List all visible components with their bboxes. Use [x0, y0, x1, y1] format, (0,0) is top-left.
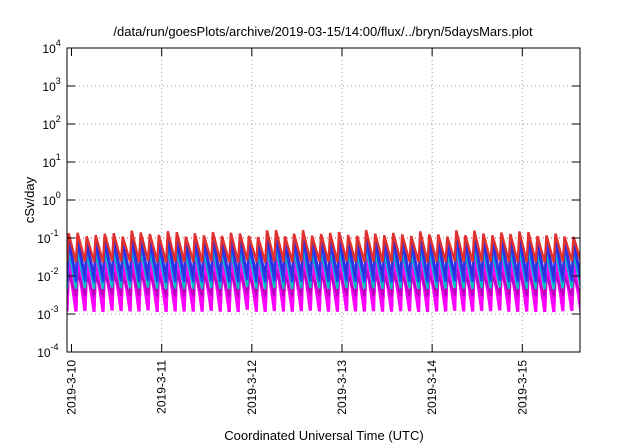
y-tick-label: 102 — [42, 114, 60, 132]
x-tick-label: 2019-3-13 — [335, 360, 349, 415]
y-tick-label: 10-1 — [37, 228, 58, 246]
tick-marks — [67, 47, 580, 353]
x-tick-label: 2019-3-11 — [155, 360, 169, 414]
y-tick-label: 10-4 — [37, 342, 58, 360]
series-line — [67, 232, 580, 278]
series-group — [67, 229, 580, 313]
y-tick-labels: 10-4 10-3 10-2 10-1 100 101 102 103 104 — [37, 38, 61, 360]
x-tick-label: 2019-3-14 — [425, 360, 439, 415]
x-tick-label: 2019-3-10 — [65, 360, 79, 415]
grid-lines — [67, 48, 580, 352]
y-tick-label: 101 — [42, 152, 60, 170]
y-tick-label: 10-3 — [37, 304, 58, 322]
x-tick-label: 2019-3-12 — [245, 360, 259, 415]
x-tick-labels: 2019-3-10 2019-3-11 2019-3-12 2019-3-13 2019… — [65, 360, 530, 415]
y-axis-label: cSv/day — [22, 176, 37, 223]
y-tick-label: 103 — [42, 76, 60, 94]
x-axis-label: Coordinated Universal Time (UTC) — [224, 428, 423, 443]
y-tick-label: 100 — [42, 190, 60, 208]
y-tick-label: 104 — [42, 38, 60, 56]
x-tick-label: 2019-3-15 — [515, 360, 529, 415]
chart-title: /data/run/goesPlots/archive/2019-03-15/1… — [113, 24, 533, 39]
y-tick-label: 10-2 — [37, 266, 58, 284]
series-line — [67, 229, 580, 263]
